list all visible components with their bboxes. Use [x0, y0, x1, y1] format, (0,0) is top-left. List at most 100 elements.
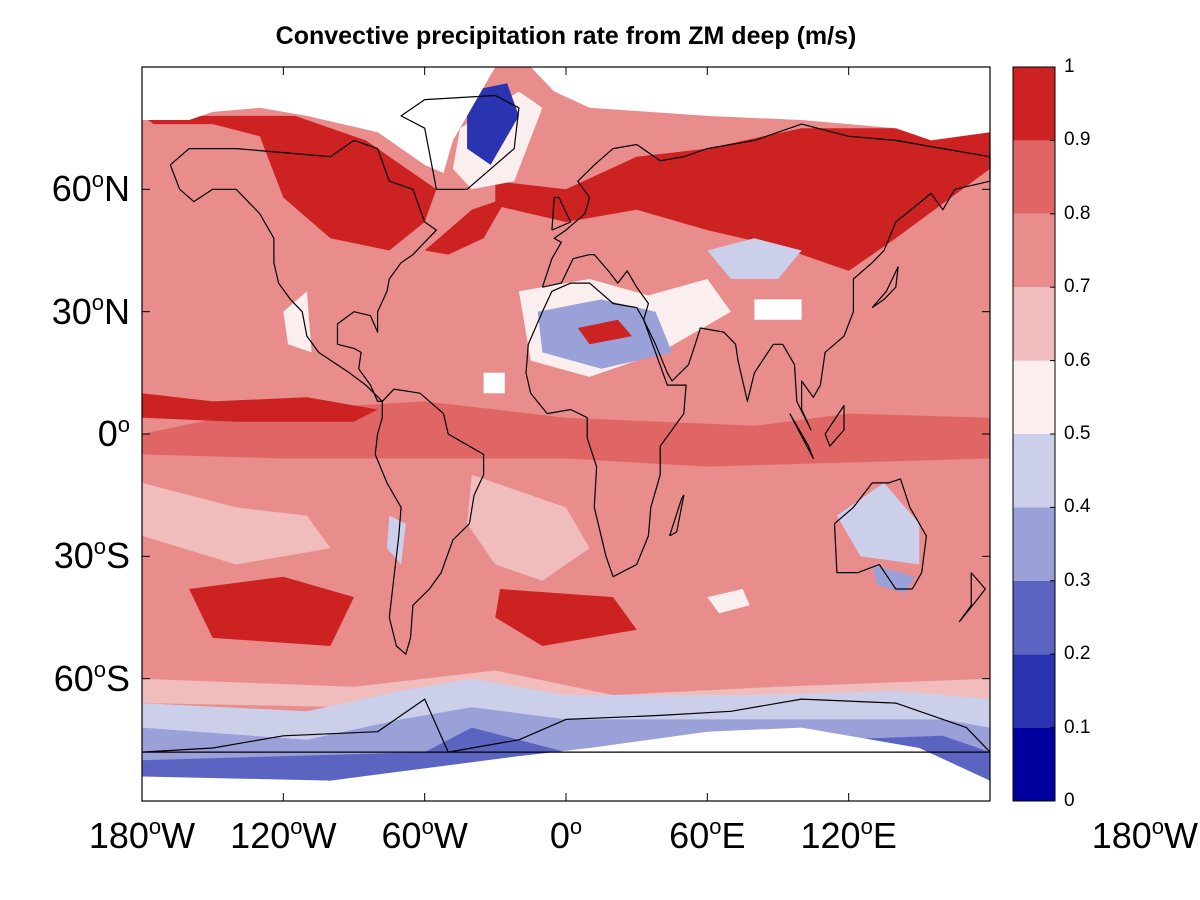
tick-number: 0 — [97, 413, 118, 454]
axis-ticks — [141, 67, 991, 801]
colorbar-swatch — [1013, 434, 1055, 508]
precipitation-field — [142, 67, 990, 801]
degree-mark: o — [569, 814, 583, 839]
colorbar-tick-label: 0.6 — [1064, 349, 1091, 371]
coastline — [141, 698, 991, 753]
hemisphere-letter: E — [721, 815, 746, 856]
degree-mark: o — [421, 814, 434, 839]
hemisphere-letter: W — [161, 815, 196, 856]
tick-number: 60 — [669, 815, 710, 856]
degree-mark: o — [91, 289, 104, 315]
colorbar-swatch — [1013, 360, 1055, 434]
degree-mark: o — [290, 814, 303, 839]
degree-mark: o — [117, 412, 130, 437]
missing-data-region — [483, 372, 505, 394]
y-tick-label: 60oN — [0, 168, 130, 210]
coastline — [400, 94, 520, 190]
field-region — [189, 576, 354, 646]
tick-number: 60 — [381, 815, 422, 856]
x-tick-label: 180oW — [62, 815, 222, 856]
field-region — [495, 124, 990, 271]
colorbar-tick-label: 0 — [1064, 790, 1075, 811]
degree-mark: o — [709, 814, 722, 839]
colorbar-swatch — [1013, 507, 1055, 581]
colorbar-tick-label: 0.7 — [1064, 276, 1091, 298]
colorbar-swatch — [1013, 727, 1055, 801]
field-region — [142, 393, 378, 422]
degree-mark: o — [860, 814, 873, 839]
coastline — [669, 494, 685, 537]
missing-data-region — [754, 299, 802, 320]
field-region — [707, 589, 750, 614]
missing-data-region — [142, 67, 496, 173]
colorbar-tick-label: 0.8 — [1064, 202, 1091, 224]
coastline — [169, 139, 437, 402]
hemisphere-letter: W — [302, 815, 337, 856]
y-tick-label: 60oS — [0, 657, 130, 699]
field-region — [467, 83, 519, 165]
tick-number: 180 — [88, 815, 149, 856]
field-region — [872, 564, 915, 593]
missing-data-region — [530, 67, 990, 141]
colorbar-swatch — [1013, 140, 1055, 214]
coastline — [958, 572, 986, 623]
field-region — [387, 515, 406, 565]
field-region — [283, 291, 312, 353]
tick-number: 180 — [1091, 815, 1152, 856]
colorbar-swatch — [1013, 654, 1055, 728]
colorbar-tick-label: 0.2 — [1064, 643, 1091, 665]
field-region — [142, 482, 331, 565]
tick-number: 60 — [51, 168, 92, 210]
colorbar-tick-label: 0.3 — [1064, 569, 1091, 591]
colorbar — [1012, 66, 1056, 802]
coastline — [833, 478, 928, 590]
hemisphere-letter: W — [1164, 815, 1198, 856]
coastline — [824, 404, 845, 447]
hemisphere-letter: S — [105, 657, 130, 699]
hemisphere-letter: W — [433, 815, 468, 856]
field-region — [707, 238, 802, 279]
y-tick-label: 0o — [0, 413, 130, 454]
colorbar-swatch — [1013, 213, 1055, 288]
coastline — [871, 266, 899, 309]
tick-number: 30 — [51, 290, 92, 332]
coastline — [551, 196, 572, 231]
degree-mark: o — [91, 167, 104, 193]
coastline — [789, 413, 814, 460]
hemisphere-letter: N — [104, 290, 130, 332]
colorbar-tick-label: 0.9 — [1064, 129, 1091, 151]
hemisphere-letter: S — [105, 535, 130, 577]
field-region — [577, 319, 632, 345]
colorbar-swatch — [1013, 580, 1055, 655]
tick-number: 120 — [230, 815, 291, 856]
x-tick-label: 60oW — [345, 815, 505, 856]
colorbar-tick-label: 0.4 — [1064, 496, 1091, 518]
x-tick-label: 0o — [486, 815, 646, 856]
missing-data-region — [142, 727, 990, 801]
x-tick-label: 120oW — [203, 815, 363, 856]
y-tick-label: 30oS — [0, 535, 130, 577]
colorbar-tick-label: 0.1 — [1064, 716, 1091, 738]
field-region — [495, 589, 637, 646]
hemisphere-letter: N — [104, 168, 130, 210]
coastline — [525, 282, 687, 578]
chart-title: Convective precipitation rate from ZM de… — [275, 22, 857, 50]
tick-number: 0 — [549, 815, 570, 856]
degree-mark: o — [148, 814, 162, 839]
field-region — [142, 115, 437, 251]
hemisphere-letter: E — [872, 815, 897, 856]
colorbar-tick-label: 0.5 — [1064, 423, 1091, 444]
x-tick-label: 120oE — [769, 815, 929, 856]
tick-number: 60 — [53, 657, 94, 699]
colorbar-swatch — [1013, 67, 1055, 141]
coastlines — [141, 94, 991, 753]
field-region — [467, 474, 590, 581]
x-tick-label: 180oW — [1038, 815, 1198, 856]
y-tick-label: 30oN — [0, 290, 130, 332]
tick-number: 120 — [800, 815, 861, 856]
x-tick-label: 60oE — [627, 815, 787, 856]
colorbar-swatch — [1013, 287, 1055, 361]
field-region — [836, 482, 920, 565]
field-region — [424, 197, 508, 255]
